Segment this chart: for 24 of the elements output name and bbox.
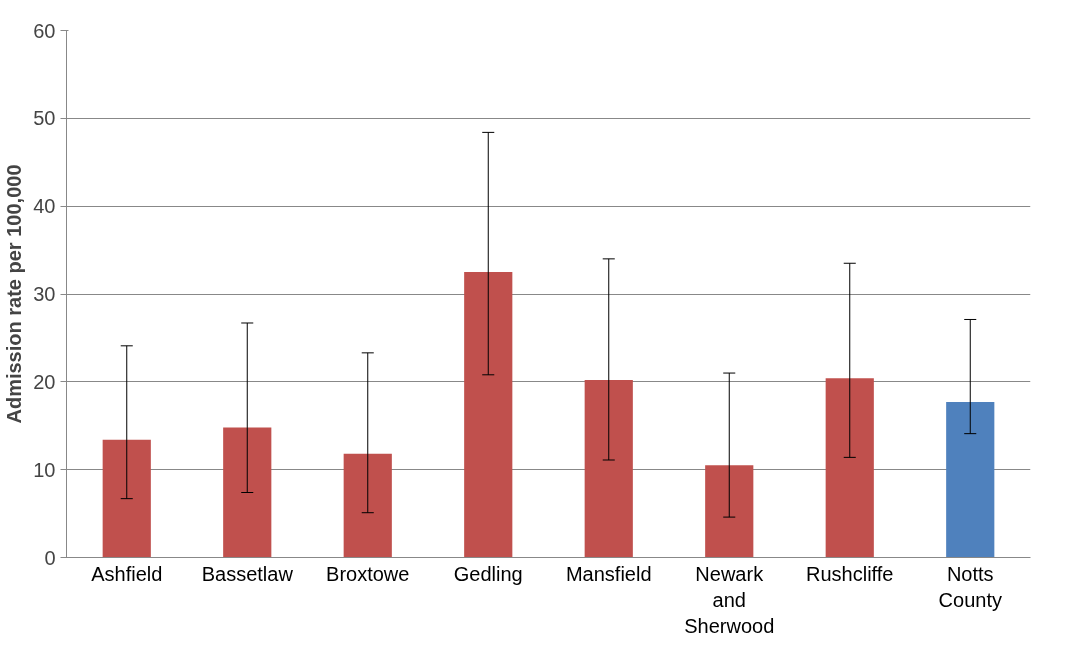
x-tick-label: Notts County xyxy=(938,562,1002,611)
y-axis-title: Admission rate per 100,000 xyxy=(3,164,26,424)
x-tick-label: Ashfield xyxy=(91,562,163,585)
x-tick-label: Newark and Sherwood xyxy=(684,562,775,638)
bar xyxy=(102,439,151,558)
bar xyxy=(825,378,874,558)
y-tick-label: 60 xyxy=(33,19,56,42)
x-tick-label: Mansfield xyxy=(565,562,652,585)
x-tick-label: Gedling xyxy=(453,562,523,585)
bar xyxy=(946,402,995,558)
y-tick-label: 0 xyxy=(44,546,56,569)
bar xyxy=(584,380,633,558)
y-tick-label: 10 xyxy=(33,458,56,481)
y-tick-label: 50 xyxy=(33,107,56,130)
bar xyxy=(343,453,392,558)
x-tick-label: Rushcliffe xyxy=(806,562,894,585)
y-tick-label: 20 xyxy=(33,370,56,393)
x-tick-label: Broxtowe xyxy=(326,562,410,585)
y-tick-label: 40 xyxy=(33,195,56,218)
y-tick-label: 30 xyxy=(33,283,56,305)
bar xyxy=(223,427,272,558)
bar xyxy=(705,465,754,558)
x-tick-label: Bassetlaw xyxy=(201,562,294,585)
bar xyxy=(464,272,513,558)
